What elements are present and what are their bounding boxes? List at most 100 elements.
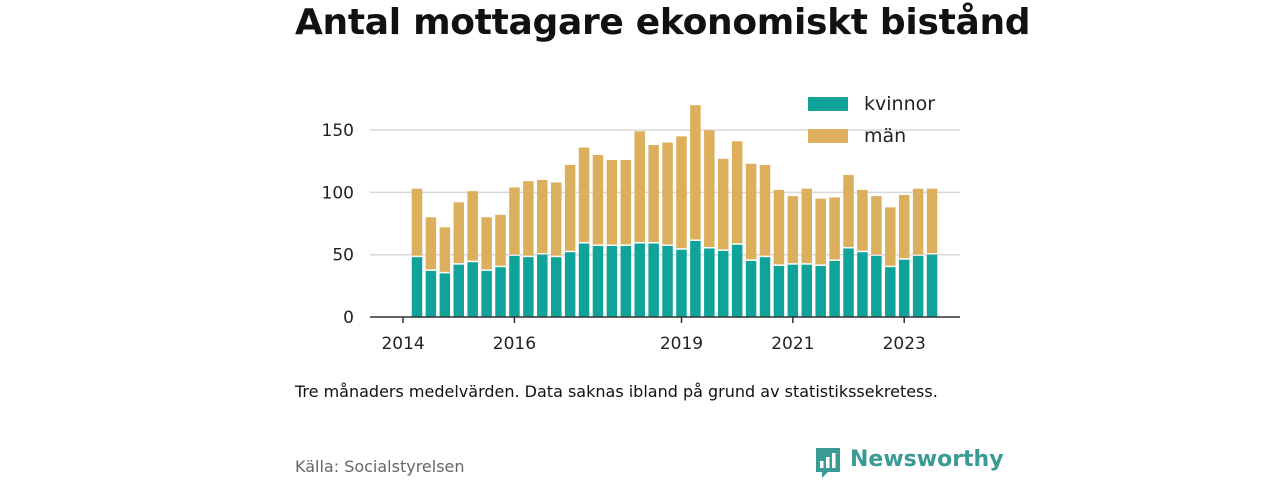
bar-segment-man [606, 160, 618, 245]
bar-segment-man [857, 189, 868, 251]
bar-segment-man [481, 217, 492, 270]
bar-segment-kvinnor [857, 252, 868, 317]
bar-segment-man [620, 160, 632, 245]
brand-logo[interactable]: Newsworthy [814, 446, 1004, 480]
y-tick-label: 150 [322, 121, 354, 141]
bar-segment-kvinnor [620, 245, 632, 317]
bar-segment-kvinnor [481, 270, 492, 317]
bar-segment-man [439, 227, 451, 272]
bar-chart-speech-bubble-icon [816, 448, 840, 478]
bar-segment-kvinnor [411, 257, 423, 317]
bar-segment-man [467, 191, 478, 261]
bar-segment-kvinnor [676, 249, 687, 317]
bars [411, 105, 938, 317]
bar-segment-kvinnor [745, 260, 757, 317]
bar-segment-kvinnor [453, 264, 465, 317]
bar-segment-man [801, 188, 813, 264]
bar-segment-kvinnor [731, 244, 743, 317]
bar-segment-man [425, 217, 437, 270]
bar-segment-kvinnor [871, 255, 882, 317]
chart-note: Tre månaders medelvärden. Data saknas ib… [295, 382, 938, 401]
x-tick-label: 2023 [883, 334, 926, 354]
brand-name: Newsworthy [850, 447, 1004, 472]
bar-segment-kvinnor [537, 254, 548, 317]
bar-segment-kvinnor [926, 254, 938, 317]
x-tick-label: 2021 [771, 334, 814, 354]
bar-segment-man [773, 189, 785, 265]
bar-segment-man [411, 188, 423, 256]
bar-segment-man [648, 145, 659, 242]
bar-segment-kvinnor [467, 262, 478, 317]
bar-segment-kvinnor [425, 270, 437, 317]
bar-segment-man [537, 179, 548, 254]
bar-segment-kvinnor [801, 264, 813, 317]
bar-segment-man [453, 202, 465, 264]
bar-segment-kvinnor [815, 265, 826, 317]
bar-segment-man [523, 181, 534, 256]
bar-segment-kvinnor [439, 273, 451, 317]
bar-segment-kvinnor [578, 243, 590, 317]
bar-segment-kvinnor [523, 257, 534, 317]
y-tick-labels: 0 50 100 150 [322, 121, 354, 328]
bar-segment-kvinnor [912, 255, 924, 317]
bar-segment-man [690, 105, 701, 240]
bar-segment-kvinnor [564, 252, 576, 317]
bar-segment-kvinnor [829, 260, 840, 317]
y-tick-label: 100 [322, 183, 354, 203]
bar-segment-kvinnor [648, 243, 659, 317]
legend-label: män [864, 125, 906, 147]
bar-segment-kvinnor [885, 267, 896, 317]
bar-segment-man [662, 142, 673, 245]
chart-title: Antal mottagare ekonomiskt bistånd [295, 2, 1031, 43]
bar-segment-man [843, 174, 854, 247]
x-tick-label: 2014 [381, 334, 424, 354]
legend-label: kvinnor [864, 93, 935, 115]
bar-segment-man [898, 194, 910, 259]
bar-segment-kvinnor [550, 257, 562, 317]
bar-segment-kvinnor [759, 257, 771, 317]
bar-segment-man [592, 155, 604, 245]
bar-segment-kvinnor [495, 267, 506, 317]
bar-segment-kvinnor [606, 245, 618, 317]
bar-segment-man [704, 130, 715, 247]
bar-segment-kvinnor [690, 240, 701, 317]
x-tick-label: 2016 [493, 334, 536, 354]
bar-segment-kvinnor [787, 264, 799, 317]
bar-segment-kvinnor [592, 245, 604, 317]
y-tick-label: 0 [343, 308, 354, 328]
bar-segment-kvinnor [662, 245, 673, 317]
bar-segment-kvinnor [843, 248, 854, 317]
x-tick-labels: 2014 2016 2019 2021 2023 [381, 317, 926, 354]
bar-segment-man [717, 158, 729, 250]
bar-segment-man [634, 131, 645, 242]
bar-segment-man [731, 141, 743, 244]
bar-segment-man [871, 196, 882, 255]
bar-segment-man [495, 214, 506, 266]
bar-segment-man [509, 187, 520, 255]
bar-segment-kvinnor [634, 243, 645, 317]
stacked-bar-chart: 0 50 100 150 2014 2016 2019 2021 2023 kvinnor mä… [322, 93, 960, 354]
bar-segment-man [564, 164, 576, 251]
bar-segment-kvinnor [717, 250, 729, 317]
bar-segment-man [815, 198, 826, 265]
bar-segment-kvinnor [509, 255, 520, 317]
bar-segment-man [912, 188, 924, 255]
bar-segment-kvinnor [898, 259, 910, 317]
source-text: Källa: Socialstyrelsen [295, 457, 465, 476]
bar-segment-man [578, 147, 590, 242]
legend: kvinnor män [808, 93, 935, 147]
bar-segment-man [787, 196, 799, 264]
y-tick-label: 50 [332, 246, 354, 266]
bar-segment-man [885, 207, 896, 266]
legend-swatch [808, 129, 848, 143]
bar-segment-kvinnor [704, 248, 715, 317]
bar-segment-kvinnor [773, 265, 785, 317]
bar-segment-man [829, 197, 840, 260]
bar-segment-man [745, 163, 757, 260]
bar-segment-man [926, 188, 938, 254]
bar-segment-man [759, 164, 771, 256]
legend-swatch [808, 97, 848, 111]
bar-segment-man [676, 136, 687, 249]
x-tick-label: 2019 [660, 334, 703, 354]
bar-segment-man [550, 182, 562, 256]
